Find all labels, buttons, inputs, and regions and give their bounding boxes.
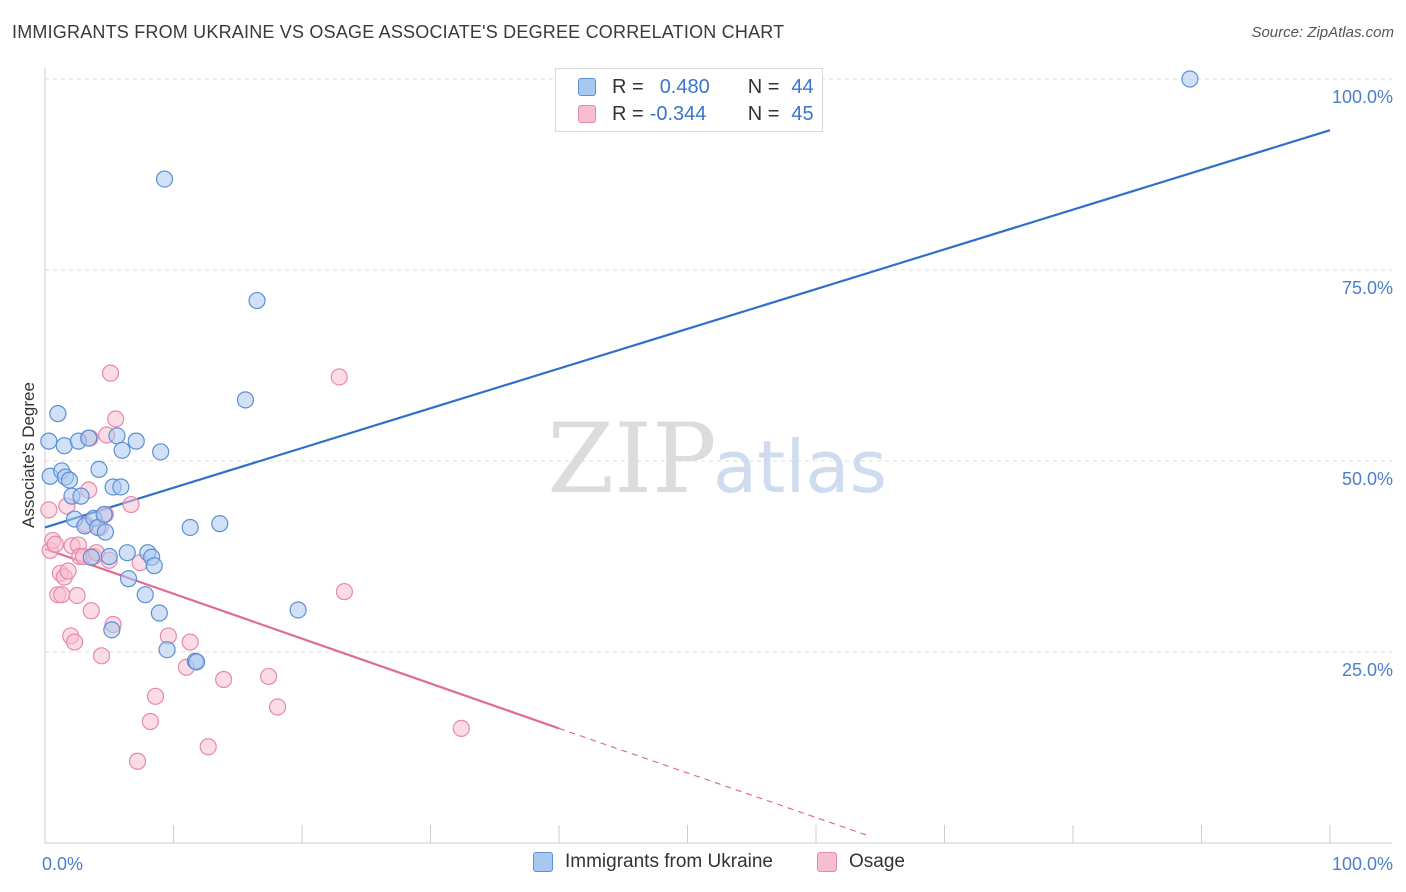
osage-legend-swatch [817,852,837,872]
legend-r-label: R = [612,102,644,125]
osage-point [181,633,199,651]
watermark-atlas: atlas [713,425,887,509]
ukraine-swatch [578,78,596,96]
y-tick-label: 50.0% [1342,469,1393,489]
y-tick-label: 25.0% [1342,660,1393,680]
ukraine-legend-swatch [533,852,553,872]
osage-trend-extension [558,727,868,836]
osage-point [40,501,58,519]
watermark-zip: ZIP [547,403,716,515]
osage-point [122,495,140,514]
osage-point [82,602,100,620]
x-tick-label: 100.0% [1332,854,1393,874]
legend-row-osage: R = -0.344 N = 45 [578,101,814,127]
osage-point [107,410,125,428]
osage-point [128,752,147,770]
series-legend: Immigrants from Ukraine Osage [0,851,1406,879]
legend-n-value: 44 [791,75,814,98]
osage-point [59,562,77,580]
ukraine-point [181,518,199,537]
legend-r-value: 0.480 [659,75,710,98]
ukraine-point [145,557,163,575]
osage-swatch [578,105,596,123]
stats-legend: R = 0.480 N = 44 R = -0.344 N = 45 [555,68,823,132]
ukraine-point [289,601,307,619]
ukraine-point [118,544,136,562]
osage-point [101,364,120,382]
legend-n-label: N = [747,102,780,125]
ukraine-point [127,432,145,450]
ukraine-point [72,487,90,505]
ukraine-point [90,460,108,479]
osage-point [92,647,111,665]
ukraine-point [96,523,114,541]
ukraine-point [119,570,138,588]
osage-point [53,586,71,604]
ukraine-point [113,441,131,459]
osage-point [146,687,165,705]
ukraine-point [100,547,118,566]
ukraine-trend-line [44,129,1331,529]
y-tick-label: 75.0% [1342,278,1393,298]
chart-title: IMMIGRANTS FROM UKRAINE VS OSAGE ASSOCIA… [12,22,785,42]
x-tick-label: 0.0% [42,854,83,874]
osage-point [46,535,64,553]
ukraine-point [1181,70,1199,88]
ukraine-point [82,548,100,566]
legend-r-label: R = [612,75,644,98]
legend-label-osage: Osage [849,851,905,872]
ukraine-point [248,291,266,310]
osage-points [40,364,470,770]
ukraine-point [155,170,174,188]
osage-point [268,698,287,716]
legend-r-value: -0.344 [649,102,707,125]
ukraine-point [103,621,121,639]
osage-point [452,719,470,738]
source-label: Source: ZipAtlas.com [1251,24,1394,41]
axes [44,68,1392,844]
axis-ticks: 25.0% 50.0% 75.0% 100.0% 0.0% 100.0% [42,87,1393,874]
ukraine-point [40,432,58,450]
osage-point [199,738,217,756]
osage-point [330,368,348,386]
ukraine-point [188,653,206,671]
ukraine-point [112,478,130,496]
grid-lines [45,78,1392,653]
osage-point [141,712,159,731]
osage-point [259,667,278,686]
legend-n-value: 45 [791,102,814,125]
ukraine-point [150,604,168,622]
ukraine-point [236,391,255,409]
legend-row-ukraine: R = 0.480 N = 44 [578,74,814,100]
osage-point [65,633,84,651]
legend-item-osage: Osage [817,851,905,873]
ukraine-point [80,429,98,447]
watermark: ZIP atlas [547,403,887,515]
legend-item-ukraine: Immigrants from Ukraine [533,851,773,873]
ukraine-point [152,443,170,461]
y-axis-label: Associate's Degree [19,382,38,528]
y-tick-label: 100.0% [1332,87,1393,107]
legend-label-ukraine: Immigrants from Ukraine [565,851,773,872]
legend-n-label: N = [747,75,780,98]
ukraine-point [158,641,176,659]
ukraine-point [211,515,229,533]
osage-point [68,586,86,605]
ukraine-point [108,427,126,445]
osage-point [215,670,233,689]
osage-point [335,583,354,601]
ukraine-point [136,586,154,604]
ukraine-point [60,471,79,489]
ukraine-point [95,505,113,524]
ukraine-point [49,405,67,423]
ukraine-points [40,70,1199,671]
